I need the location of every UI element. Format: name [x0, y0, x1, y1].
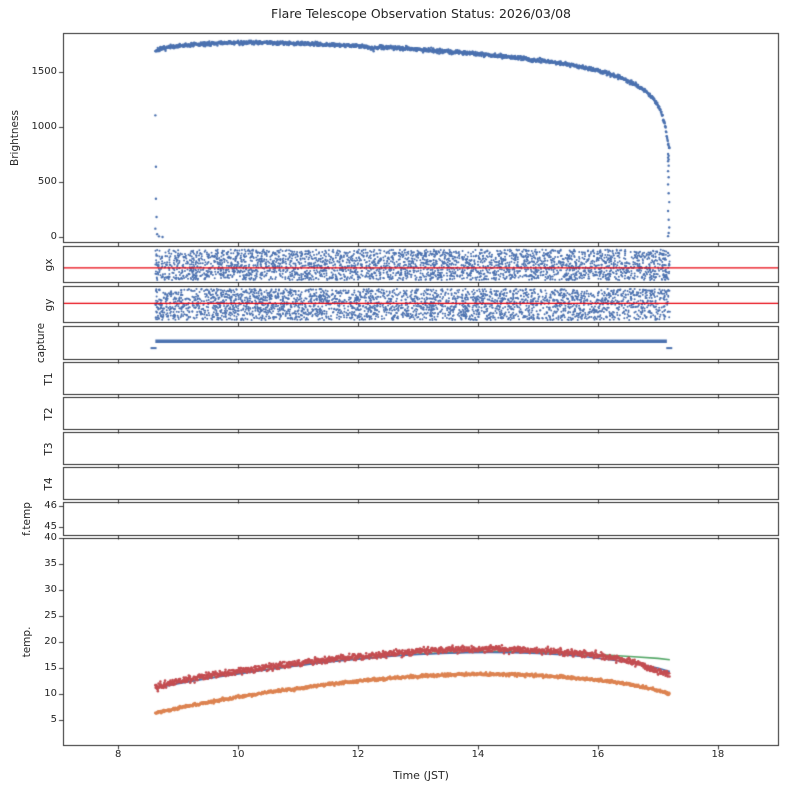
y-axis-title-brightness: Brightness	[8, 110, 21, 166]
y-tick-label: 1000	[31, 120, 57, 132]
x-tick-label: 16	[591, 749, 605, 760]
y-tick-label: 10	[44, 687, 57, 699]
y-tick-label: 40	[44, 531, 57, 543]
y-axis-title-T4: T4	[42, 476, 55, 491]
y-tick-label: 15	[44, 661, 57, 673]
y-tick-label: 0	[50, 230, 57, 242]
y-tick-label: 5	[50, 713, 57, 725]
y-tick-label: 20	[44, 635, 57, 647]
y-tick-label: 25	[44, 609, 57, 621]
y-tick-label: 30	[44, 583, 57, 595]
y-axis-title-T3: T3	[42, 441, 55, 456]
x-tick-label: 12	[351, 749, 365, 760]
y-tick-label: 45	[44, 520, 57, 532]
x-tick-label: 14	[471, 749, 485, 760]
x-axis-label: Time (JST)	[393, 769, 449, 782]
y-axis-title-gx: gx	[42, 258, 55, 271]
x-tick-label: 8	[114, 749, 122, 760]
y-axis-title-gy: gy	[42, 298, 55, 311]
y-axis-title-T2: T2	[42, 406, 55, 421]
y-axis-title-temp: temp.	[20, 626, 33, 658]
y-tick-label: 500	[37, 175, 57, 187]
y-tick-label: 35	[44, 557, 57, 569]
y-axis-title-capture: capture	[34, 322, 47, 364]
chart-title: Flare Telescope Observation Status: 2026…	[271, 6, 571, 21]
x-tick-label: 18	[711, 749, 725, 760]
y-tick-label: 46	[44, 499, 57, 511]
y-tick-label: 1500	[31, 65, 57, 77]
y-axis-title-T1: T1	[42, 371, 55, 386]
y-axis-title-f.temp: f.temp	[20, 502, 33, 536]
x-tick-label: 10	[231, 749, 245, 760]
